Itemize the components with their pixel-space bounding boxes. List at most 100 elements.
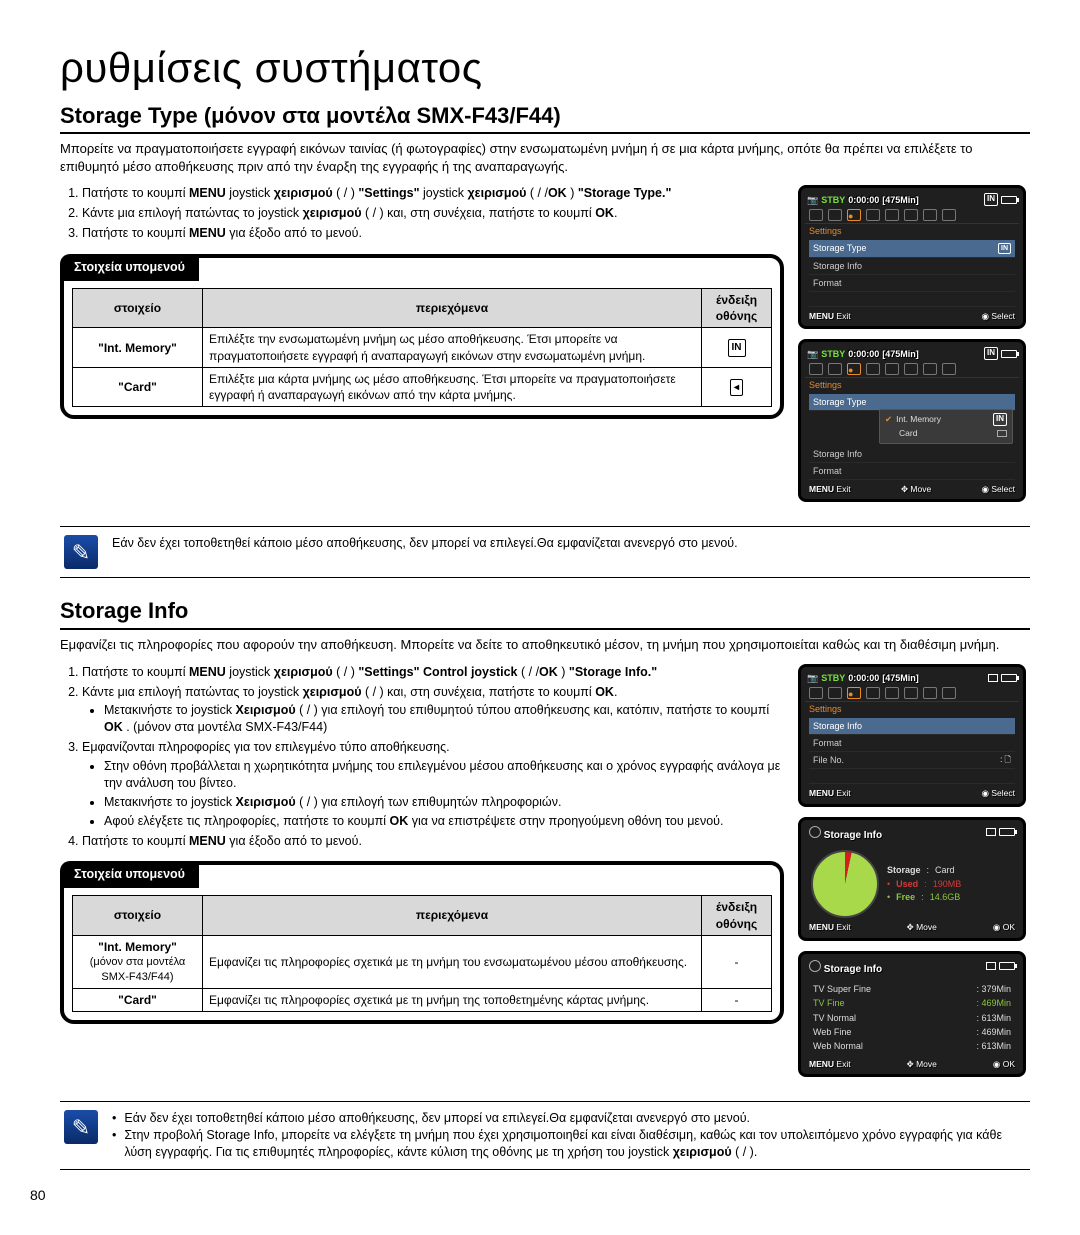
cell-indicator: IN: [702, 328, 772, 367]
txt: Αφού ελέγξετε τις πληροφορίες, πατήστε τ…: [104, 814, 390, 828]
menu-item-file-no[interactable]: File No.: 🗋: [809, 752, 1015, 769]
cell-item: "Card": [73, 367, 203, 406]
option-int-memory[interactable]: ✔Int. MemoryIN: [882, 412, 1010, 427]
in-icon: IN: [728, 339, 746, 357]
note-icon: [64, 535, 98, 569]
txt: joystick: [229, 665, 273, 679]
table-row: "Int. Memory" Επιλέξτε την ενσωματωμένη …: [73, 328, 772, 367]
ok-kw: OK: [595, 206, 614, 220]
storage-info-steps: Πατήστε το κουμπί MENU joystick χειρισμο…: [60, 664, 784, 850]
menu-item-format[interactable]: Format: [809, 275, 1015, 292]
storage-type-intro: Μπορείτε να πραγματοποιήσετε εγγραφή εικ…: [60, 140, 1030, 175]
joystick-kw: χειρισμού: [303, 685, 362, 699]
ok-label: OK: [1003, 922, 1015, 932]
txt: ( / ): [336, 186, 358, 200]
tab-icon: [904, 209, 918, 221]
rec-time: 0:00:00: [848, 672, 879, 684]
battery-icon: [1001, 196, 1017, 204]
txt: Πατήστε το κουμπί: [82, 665, 189, 679]
title: Storage Info: [824, 964, 882, 975]
storage-type-popup: ✔Int. MemoryIN Card: [879, 409, 1013, 443]
battery-icon: [999, 962, 1015, 970]
th-item: στοιχείο: [73, 289, 203, 328]
txt: ( / ) και, στη συνέχεια, πατήστε το κουμ…: [365, 685, 595, 699]
cell-content: Εμφανίζει τις πληροφορίες σχετικά με τη …: [203, 988, 702, 1011]
table-row: "Card" Επιλέξτε μια κάρτα μνήμης ως μέσο…: [73, 367, 772, 406]
tab-icon: [809, 209, 823, 221]
camera-icon: 📷: [807, 348, 818, 360]
menu-item-storage-type[interactable]: Storage Type IN: [809, 240, 1015, 257]
storage-info-submenu: Στοιχεία υπομενού στοιχείο περιεχόμενα έ…: [60, 861, 784, 1023]
menu-item-format[interactable]: Format: [809, 735, 1015, 752]
storage-type-table: στοιχείο περιεχόμενα ένδειξη οθόνης "Int…: [72, 288, 772, 407]
note-icon: [64, 1110, 98, 1144]
select-label: Select: [991, 311, 1015, 321]
remain-time: [475Min]: [882, 348, 919, 360]
txt: Στην προβολή Storage Info, μπορείτε να ε…: [124, 1128, 1002, 1159]
label: File No.: [813, 754, 844, 766]
storage-info-note: •Εάν δεν έχει τοποθετηθεί κάποιο μέσο απ…: [60, 1101, 1030, 1170]
storage-type-kw: "Storage Type.": [578, 186, 672, 200]
txt: . (μόνον στα μοντέλα SMX-F43/F44): [126, 720, 327, 734]
joystick-kw: χειρισμού: [467, 186, 526, 200]
ok-kw: OK: [390, 814, 409, 828]
title: Storage Info: [824, 830, 882, 841]
gear-icon: [809, 826, 821, 838]
bullet: Στην οθόνη προβάλλεται η χωρητικότητα μν…: [104, 758, 784, 792]
txt: ): [570, 186, 578, 200]
storage-info-intro: Εμφανίζει τις πληροφορίες που αφορούν τη…: [60, 636, 1030, 654]
tab-icon: [885, 363, 899, 375]
battery-icon: [1001, 674, 1017, 682]
th-indicator: ένδειξη οθόνης: [702, 289, 772, 328]
stby-label: STBY: [821, 348, 845, 360]
tab-icon: [923, 363, 937, 375]
settings-label: Settings: [805, 378, 1019, 392]
tab-icon: [885, 209, 899, 221]
txt: Πατήστε το κουμπί: [82, 834, 189, 848]
menu-kw: MENU: [189, 834, 226, 848]
label: Storage: [887, 864, 921, 878]
cell-item: "Int. Memory": [73, 328, 203, 367]
txt: ( / ): [336, 665, 358, 679]
label: Storage Info: [813, 448, 862, 460]
move-label: Move: [916, 1059, 937, 1069]
step-1: Πατήστε το κουμπί MENU joystick χειρισμο…: [82, 664, 784, 681]
tab-icon: [828, 209, 842, 221]
menu-item-format[interactable]: Format: [809, 463, 1015, 480]
label: Storage Info: [813, 720, 862, 732]
tab-row: ●: [805, 207, 1019, 224]
joystick-kw: χειρισμού: [303, 206, 362, 220]
settings-kw: "Settings": [358, 186, 419, 200]
screen-storage-info-times: Storage Info TV Super Fine: 379Min TV Fi…: [798, 951, 1026, 1078]
stby-label: STBY: [821, 194, 845, 206]
table-row: "Card" Εμφανίζει τις πληροφορίες σχετικά…: [73, 988, 772, 1011]
screen-storage-info-pie: Storage Info Storage: Card • Used : 190M…: [798, 817, 1026, 941]
card-icon: [986, 828, 996, 836]
label: Format: [813, 465, 842, 477]
menu-item-storage-info[interactable]: Storage Info: [809, 446, 1015, 463]
bullet: Μετακινήστε το joystick Χειρισμού ( / ) …: [104, 794, 784, 811]
cell-content: Εμφανίζει τις πληροφορίες σχετικά με τη …: [203, 935, 702, 988]
label: Storage Type: [813, 396, 866, 408]
step-1: Πατήστε το κουμπί MENU joystick χειρισμο…: [82, 185, 784, 202]
cell-indicator: ◂: [702, 367, 772, 406]
txt: Μετακινήστε το joystick: [104, 703, 236, 717]
txt: Κάντε μια επιλογή πατώντας το joystick: [82, 685, 303, 699]
control-joystick-kw: Control joystick: [423, 665, 517, 679]
txt: Κάντε μια επιλογή πατώντας το joystick: [82, 206, 303, 220]
tab-icon-rec: ●: [847, 363, 861, 375]
tab-icon: [866, 363, 880, 375]
cell-indicator: -: [702, 935, 772, 988]
menu-item-storage-info[interactable]: Storage Info: [809, 258, 1015, 275]
check-icon: ✔: [885, 414, 892, 425]
storage-pie-chart: [811, 850, 879, 918]
val: IN: [998, 243, 1011, 254]
battery-icon: [999, 828, 1015, 836]
label: Used: [896, 878, 918, 892]
menu-item-storage-info[interactable]: Storage Info: [809, 718, 1015, 735]
option-card[interactable]: Card: [882, 427, 1010, 440]
val: 190MB: [933, 878, 962, 892]
card-icon: [988, 674, 998, 682]
label: Storage Info: [813, 260, 862, 272]
tab-row: ●: [805, 361, 1019, 378]
